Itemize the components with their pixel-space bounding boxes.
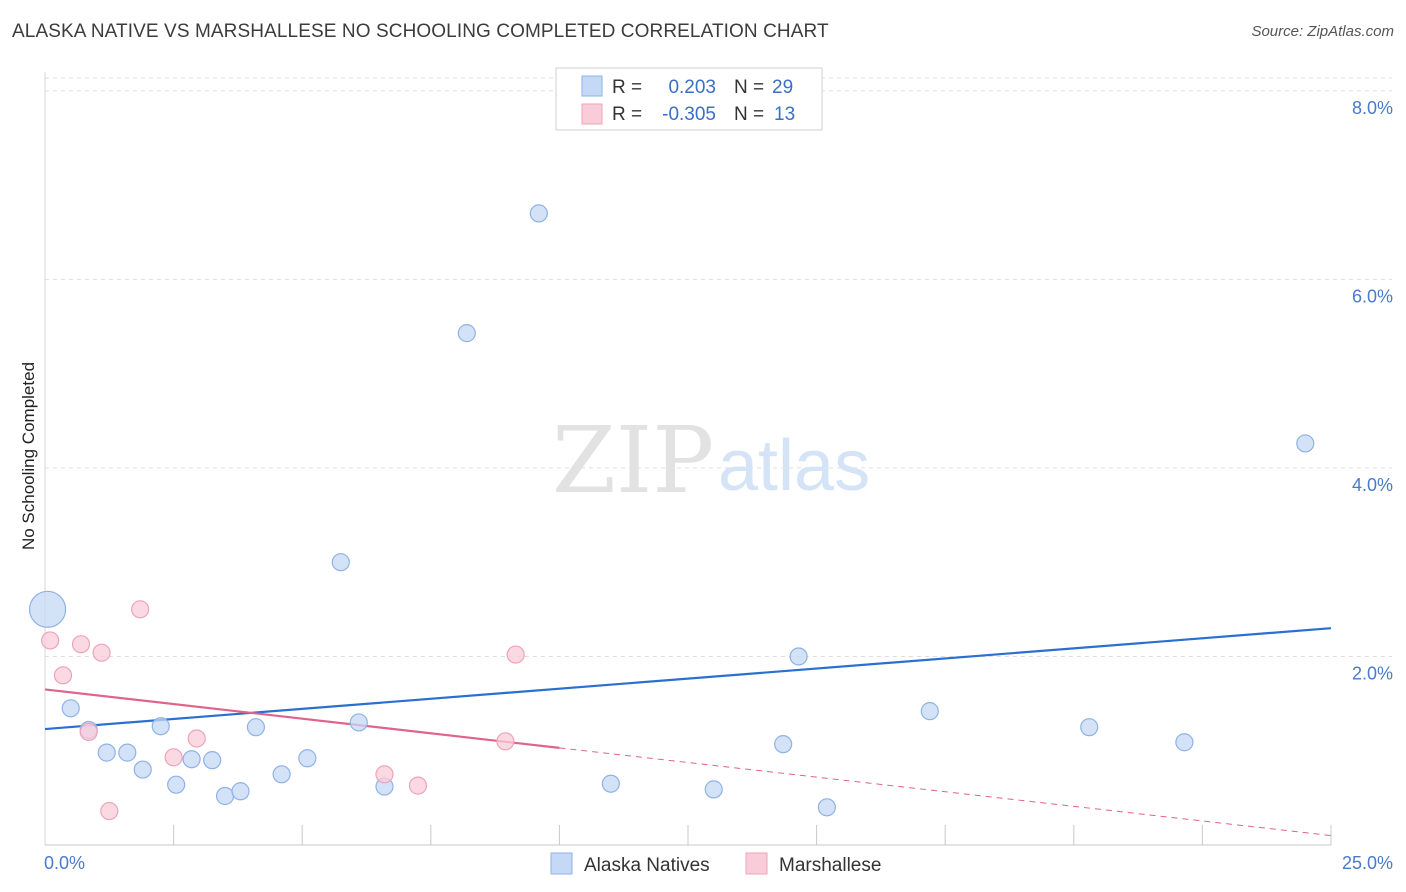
data-point-blue [215,786,235,806]
data-point-blue [118,743,137,762]
data-point-blue [97,743,116,762]
series-swatch-marshallese [745,852,768,875]
y-axis-title: No Schooling Completed [19,362,38,550]
data-point-pink [131,600,150,619]
watermark: ZIP atlas [552,407,870,514]
trend-lines [44,627,1332,837]
y-tick-label: 6.0% [1352,286,1393,306]
legend-r-label-2: R = [612,104,642,125]
data-point-pink [496,732,515,751]
trend-line-pink [44,688,560,749]
data-point-pink [53,666,73,685]
watermark-zip: ZIP [552,407,714,514]
data-point-blue [61,699,80,718]
trend-line-extension-pink [559,747,1332,837]
data-point-pink [408,776,428,795]
data-point-blue [167,775,186,794]
legend-n-value-2: 13 [774,104,795,125]
data-point-blue [817,798,836,817]
legend-r-value-2: -0.305 [662,104,716,125]
data-point-blue [28,590,67,628]
data-point-blue [331,553,350,572]
legend-r-label-1: R = [612,77,642,98]
data-point-blue [704,780,723,799]
data-point-blue [349,713,368,732]
data-point-pink [92,643,111,662]
x-tick-label-min: 0.0% [44,853,85,873]
series-swatch-alaska-natives [550,852,573,875]
data-point-pink [71,635,91,654]
x-tick-label-max: 25.0% [1342,853,1393,873]
data-point-pink [41,631,60,650]
data-point-pink [100,801,119,821]
x-tick-labels: 0.0% 25.0% [44,853,1393,873]
data-point-blue [231,782,250,801]
legend-n-label-1: N = [734,77,764,98]
data-point-blue [774,735,793,754]
axes [44,72,1332,846]
data-point-pink [375,765,394,784]
series-label-marshallese: Marshallese [779,855,881,876]
y-tick-label: 8.0% [1352,98,1393,118]
series-label-alaska-natives: Alaska Natives [584,855,710,876]
y-tick-labels: 2.0% 4.0% 6.0% 8.0% [1352,98,1393,684]
data-point-pink [79,722,98,741]
data-point-blue [920,702,939,721]
legend-swatch-blue [581,75,603,97]
grid-lines [45,77,1392,657]
data-point-blue [272,765,291,784]
data-point-blue [789,647,808,666]
data-points [28,204,1315,821]
chart-source: Source: ZipAtlas.com [1251,23,1394,40]
y-tick-label: 4.0% [1352,475,1393,495]
y-tick-label: 2.0% [1352,663,1393,683]
data-point-blue [457,324,476,343]
legend-n-label-2: N = [734,104,764,125]
legend-n-value-1: 29 [772,77,793,98]
trend-line-blue [44,627,1332,731]
series-legend: Alaska Natives Marshallese [550,852,881,876]
data-point-blue [182,750,201,769]
data-point-blue [601,774,620,793]
data-point-blue [151,717,170,736]
data-point-blue [1175,733,1194,752]
data-point-blue [1296,434,1315,453]
data-point-blue [1080,718,1099,737]
data-point-blue [133,760,152,779]
legend-swatch-pink [581,103,603,125]
watermark-atlas: atlas [718,426,870,506]
data-point-blue [246,718,266,737]
legend-r-value-1: 0.203 [668,77,716,98]
data-point-blue [298,749,317,768]
correlation-legend: R = 0.203 N = 29 R = -0.305 N = 13 [555,67,823,131]
chart-title: ALASKA NATIVE VS MARSHALLESE NO SCHOOLIN… [12,21,829,42]
data-point-pink [506,645,525,664]
data-point-pink [187,729,206,748]
data-point-blue [529,204,548,223]
data-point-pink [164,748,183,767]
data-point-blue [203,751,222,770]
